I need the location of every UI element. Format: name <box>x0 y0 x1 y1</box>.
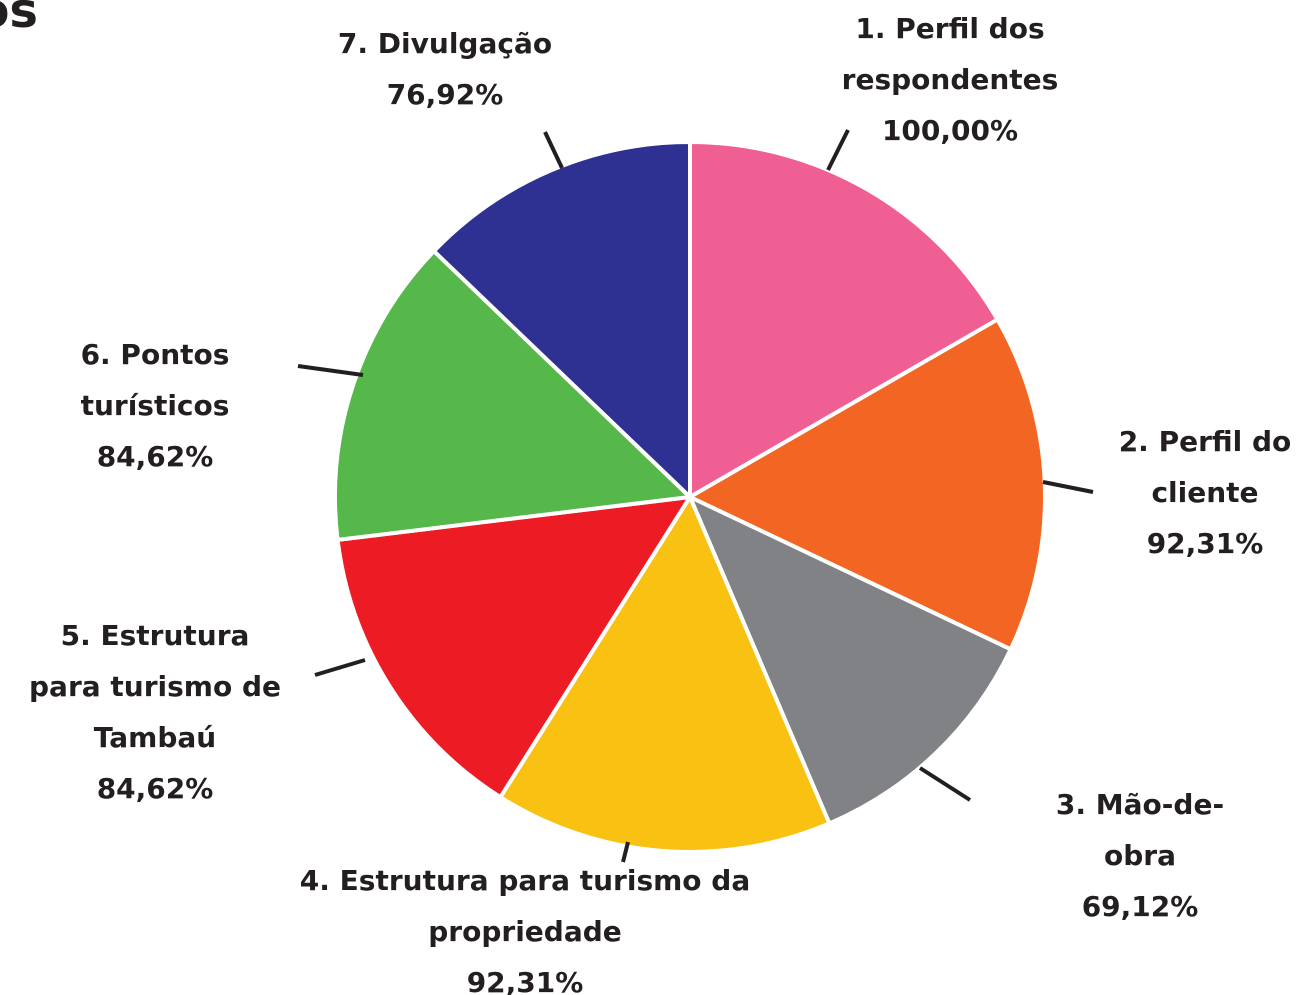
leader-line <box>314 658 366 677</box>
label-line: Tambaú <box>94 721 216 754</box>
label-line: turísticos <box>81 389 230 422</box>
label-line: cliente <box>1151 476 1258 509</box>
value-label: 69,12% <box>1082 890 1199 923</box>
chart-title: ios <box>0 0 38 39</box>
leader-line <box>918 766 972 802</box>
label-line: 1. Perfil dos <box>855 12 1044 45</box>
label-line: 7. Divulgação <box>338 27 552 60</box>
label-line: 4. Estrutura para turismo da <box>300 864 750 897</box>
label-line: respondentes <box>842 63 1059 96</box>
slice-label: 2. Perfil do cliente <box>1119 425 1292 509</box>
slice-label: 7. Divulgação <box>338 27 552 60</box>
label-line: 2. Perfil do <box>1119 425 1292 458</box>
pie-slice <box>497 492 832 854</box>
slice-label: 3. Mão-de-obra <box>1056 788 1224 872</box>
value-label: 92,31% <box>1147 527 1264 560</box>
value-label: 84,62% <box>97 440 214 473</box>
label-line: 6. Pontos <box>81 338 230 371</box>
leader-line <box>621 841 630 863</box>
pie-slice <box>431 139 692 502</box>
label-line: para turismo de <box>29 670 281 703</box>
leader-line <box>826 129 850 171</box>
slice-label: 5. Estrutura para turismo de Tambaú <box>29 619 281 754</box>
label-line: 5. Estrutura <box>61 619 250 652</box>
pie-slice <box>335 494 694 800</box>
leader-line <box>1042 480 1094 494</box>
pie-slice <box>686 492 1014 827</box>
value-label: 92,31% <box>467 966 584 995</box>
leader-line <box>543 131 564 169</box>
value-label: 76,92% <box>387 78 504 111</box>
leader-line <box>297 364 364 377</box>
pie-slice <box>688 139 1001 501</box>
slice-label: 4. Estrutura para turismo da propriedade <box>300 864 750 948</box>
label-line: obra <box>1104 839 1176 872</box>
slice-label: 6. Pontos turísticos <box>81 338 230 422</box>
slice-label: 1. Perfil dos respondentes <box>842 12 1059 96</box>
pie-slice <box>333 248 695 543</box>
value-label: 84,62% <box>97 772 214 805</box>
value-label: 100,00% <box>882 114 1018 147</box>
label-line: propriedade <box>428 915 622 948</box>
label-line: 3. Mão-de- <box>1056 788 1224 821</box>
